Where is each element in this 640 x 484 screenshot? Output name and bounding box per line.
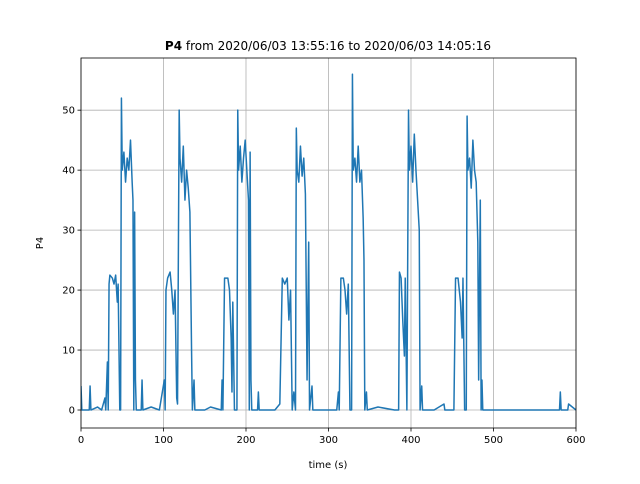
x-tick-label: 200 — [236, 435, 255, 446]
x-tick-label: 100 — [154, 435, 173, 446]
x-axis-label: time (s) — [309, 460, 348, 471]
x-tick-label: 0 — [78, 435, 84, 446]
data-line — [81, 73, 576, 411]
y-tick-label: 50 — [62, 106, 75, 117]
y-tick-label: 10 — [62, 346, 75, 357]
y-tick-label: 40 — [62, 166, 75, 177]
y-axis-label: P4 — [35, 237, 46, 249]
y-tick-label: 0 — [69, 406, 75, 417]
x-tick-label: 400 — [401, 435, 420, 446]
chart-title: P4 from 2020/06/03 13:55:16 to 2020/06/0… — [165, 39, 491, 53]
plot-frame — [80, 57, 577, 429]
x-tick-label: 300 — [319, 435, 338, 446]
y-tick-label: 20 — [62, 286, 75, 297]
x-tick-label: 600 — [566, 435, 585, 446]
x-tick-label: 500 — [484, 435, 503, 446]
title-bold: P4 — [165, 39, 182, 53]
title-rest: from 2020/06/03 13:55:16 to 2020/06/03 1… — [186, 39, 491, 53]
y-tick-label: 30 — [62, 226, 75, 237]
